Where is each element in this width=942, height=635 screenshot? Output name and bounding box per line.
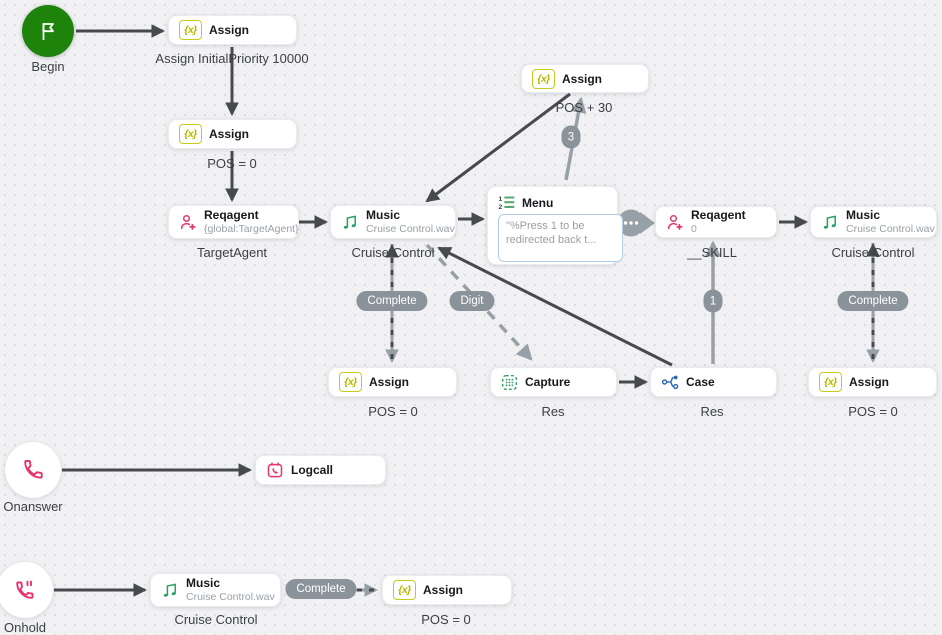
reqagent-icon: [666, 213, 684, 231]
node-title: Case: [686, 375, 715, 389]
node-music-onhold[interactable]: Music Cruise Control.wav: [150, 573, 281, 607]
onhold-node[interactable]: [0, 562, 53, 618]
edge-label-complete-left[interactable]: Complete: [356, 291, 428, 311]
node-title: Assign: [423, 583, 464, 597]
onhold-label: Onhold: [4, 620, 46, 635]
node-capture[interactable]: Capture: [490, 367, 617, 397]
node-caption: TargetAgent: [196, 245, 268, 260]
node-subtitle: Cruise Control.wav: [186, 590, 275, 603]
node-caption: POS = 0: [368, 404, 418, 419]
node-subtitle: Cruise Control.wav: [846, 222, 935, 235]
edge-label-digit[interactable]: Digit: [449, 291, 495, 311]
node-reqagent-targetagent[interactable]: Reqagent {global:TargetAgent}: [168, 205, 299, 239]
music-icon: [821, 213, 839, 231]
node-caption: Cruise Control: [351, 245, 435, 260]
node-music-right[interactable]: Music Cruise Control.wav: [810, 206, 937, 238]
capture-icon: [501, 374, 518, 391]
edge-case-to-music[interactable]: [437, 246, 673, 367]
onanswer-node[interactable]: [5, 442, 61, 498]
node-assign-pos0-top[interactable]: {x} Assign: [168, 119, 297, 149]
node-caption: Res: [700, 404, 724, 419]
node-caption: Cruise Control: [174, 612, 258, 627]
node-title: Assign: [209, 127, 250, 141]
node-menu[interactable]: 1 2 Menu "%Press 1 to be redirected back…: [487, 186, 623, 265]
node-caption: POS = 0: [207, 156, 257, 171]
node-caption: Res: [541, 404, 565, 419]
phone-hold-icon: [13, 578, 37, 602]
onanswer-label: Onanswer: [3, 499, 63, 514]
node-caption: POS + 30: [555, 100, 613, 115]
node-music-main[interactable]: Music Cruise Control.wav: [330, 205, 456, 239]
node-title: Reqagent: [204, 208, 259, 223]
node-assign-pos0-onhold[interactable]: {x} Assign: [382, 575, 512, 605]
svg-text:2: 2: [498, 204, 502, 211]
assign-icon: {x}: [532, 68, 555, 89]
node-caption: __SKILL: [687, 245, 737, 260]
node-title: Logcall: [291, 463, 334, 477]
node-title: Music: [366, 208, 401, 223]
node-title: Assign: [849, 375, 890, 389]
node-title: Capture: [525, 375, 571, 389]
begin-label: Begin: [31, 59, 65, 74]
node-assign-pos0-left[interactable]: {x} Assign: [328, 367, 457, 397]
node-assign-initialpriority[interactable]: {x} Assign: [168, 15, 297, 45]
node-title: Reqagent: [691, 208, 746, 223]
node-subtitle: {global:TargetAgent}: [204, 222, 299, 235]
numbered-list-icon: 1 2: [498, 194, 515, 211]
begin-node[interactable]: [22, 5, 74, 57]
node-caption: POS = 0: [421, 612, 471, 627]
node-title: Assign: [369, 375, 410, 389]
assign-icon: {x}: [179, 124, 202, 144]
assign-icon: {x}: [393, 580, 416, 600]
menu-default-connector[interactable]: [617, 209, 656, 237]
node-title: Assign: [562, 71, 603, 86]
node-title: Menu: [522, 195, 554, 210]
node-title: Music: [186, 576, 221, 591]
edge-label-complete-onhold[interactable]: Complete: [285, 579, 357, 599]
edge-label-complete-right[interactable]: Complete: [837, 291, 909, 311]
node-title: Music: [846, 208, 881, 223]
svg-text:1: 1: [498, 196, 502, 203]
assign-icon: {x}: [819, 372, 842, 392]
logcall-icon: [266, 461, 284, 479]
edge-label-branch-1[interactable]: 1: [703, 289, 723, 313]
node-caption: Cruise Control: [831, 245, 915, 260]
menu-prompt-preview[interactable]: "%Press 1 to be redirected back t...: [498, 214, 623, 262]
node-subtitle: Cruise Control.wav: [366, 222, 455, 235]
music-icon: [341, 213, 359, 231]
node-assign-pos30[interactable]: {x} Assign: [521, 64, 649, 93]
node-case[interactable]: Case: [650, 367, 777, 397]
node-assign-pos0-right[interactable]: {x} Assign: [808, 367, 937, 397]
phone-icon: [21, 458, 45, 482]
node-reqagent-skill[interactable]: Reqagent 0: [655, 206, 777, 238]
node-title: Assign: [209, 23, 250, 37]
assign-icon: {x}: [179, 20, 202, 40]
reqagent-icon: [179, 213, 197, 231]
node-caption: POS = 0: [848, 404, 898, 419]
edge-label-branch-3[interactable]: 3: [561, 125, 581, 149]
node-logcall[interactable]: Logcall: [255, 455, 386, 485]
node-caption: Assign InitialPriority 10000: [155, 51, 309, 66]
assign-icon: {x}: [339, 372, 362, 392]
edge-assign-pos30-to-music[interactable]: [425, 92, 571, 203]
flag-icon: [36, 19, 60, 43]
node-subtitle: 0: [691, 222, 697, 235]
music-icon: [161, 581, 179, 599]
case-branch-icon: [661, 373, 679, 391]
